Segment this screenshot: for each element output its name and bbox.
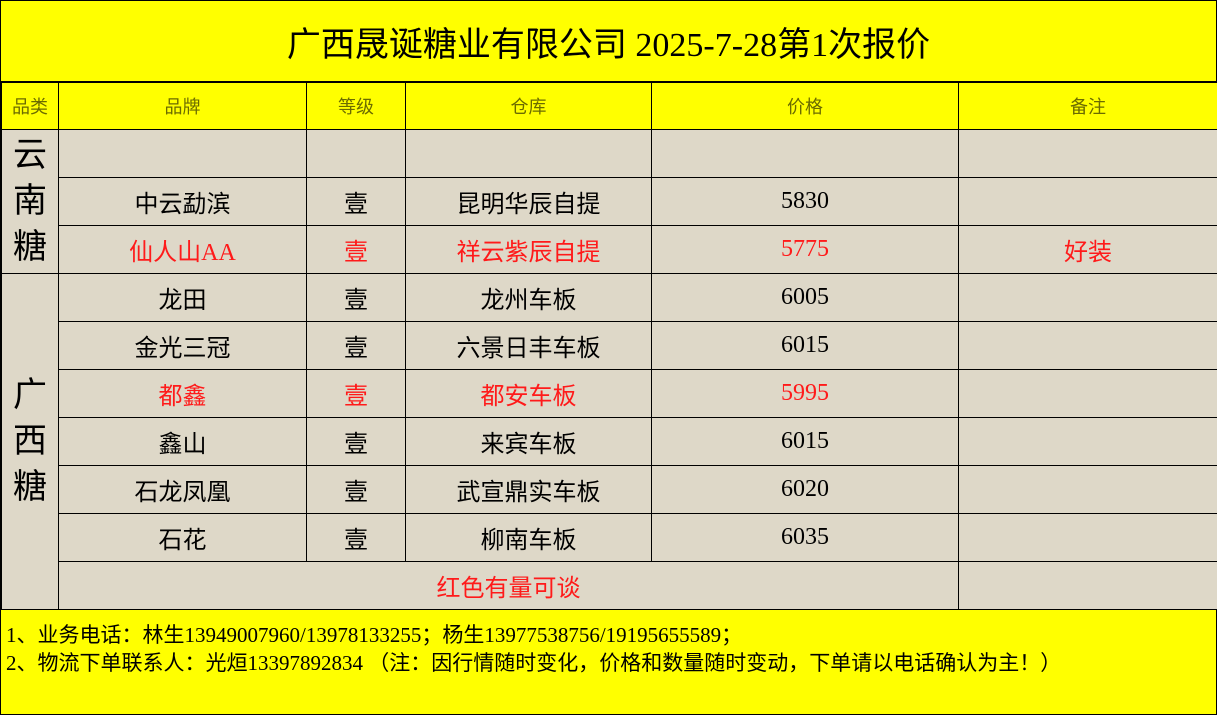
price-cell: 6015 (651, 321, 959, 370)
grade-cell: 壹 (306, 513, 406, 562)
price-cell (651, 129, 959, 178)
category-char: 南 (13, 182, 47, 220)
table-row: 广西糖龙田壹龙州车板 6005 (1, 273, 1217, 610)
price-cell: 6015 (651, 417, 959, 466)
table-row: 金光三冠壹六景日丰车板 6015 (2, 321, 1217, 370)
price-cell: 5830 (651, 177, 959, 226)
grade-cell: 壹 (306, 225, 406, 274)
header-warehouse: 仓库 (405, 82, 652, 130)
price-table: 品类 品牌 等级 仓库 价格 备注 云南糖中云勐滨壹昆明华辰自提 5830 仙人山A… (1, 82, 1217, 610)
sheet-title: 广西晟诞糖业有限公司 2025-7-28第1次报价 (1, 1, 1216, 82)
brand-cell: 龙田 (58, 273, 307, 322)
note-cell: 好装 (958, 225, 1217, 274)
remark-cell: 红色有量可谈 (58, 561, 959, 610)
table-row: 石龙凤凰壹武宣鼎实车板 6020 (2, 465, 1217, 514)
note-cell (958, 465, 1217, 514)
logistics-line: 2、物流下单联系人：光烜13397892834 （注：因行情随时变化，价格和数量… (6, 651, 1062, 675)
brand-cell: 中云勐滨 (58, 177, 307, 226)
price-cell: 6005 (651, 273, 959, 322)
header-note: 备注 (958, 82, 1217, 130)
grade-cell: 壹 (306, 369, 406, 418)
brand-cell (58, 129, 307, 178)
grade-cell: 壹 (306, 417, 406, 466)
category-cell: 云南糖 (1, 129, 59, 274)
warehouse-cell: 祥云紫辰自提 (405, 225, 652, 274)
brand-cell: 石龙凤凰 (58, 465, 307, 514)
category-cell: 广西糖 (1, 273, 59, 610)
grade-cell: 壹 (306, 177, 406, 226)
note-cell (958, 129, 1217, 178)
grade-cell (306, 129, 406, 178)
table-row: 仙人山AA 壹祥云紫辰自提 5775 好装 (2, 225, 1217, 274)
header-category: 品类 (1, 82, 59, 130)
note-cell (958, 177, 1217, 226)
warehouse-cell: 来宾车板 (405, 417, 652, 466)
brand-cell: 金光三冠 (58, 321, 307, 370)
warehouse-cell: 六景日丰车板 (405, 321, 652, 370)
category-char: 云 (13, 136, 47, 174)
table-row: 都鑫壹都安车板 5995 (2, 369, 1217, 418)
header-price: 价格 (651, 82, 959, 130)
warehouse-cell: 柳南车板 (405, 513, 652, 562)
remark-note-cell (958, 561, 1217, 610)
footer-notes: 1、业务电话：林生13949007960/13978133255；杨生13977… (1, 609, 1216, 714)
warehouse-cell: 武宣鼎实车板 (405, 465, 652, 514)
warehouse-cell: 龙州车板 (405, 273, 652, 322)
header-brand: 品牌 (58, 82, 307, 130)
note-cell (958, 513, 1217, 562)
price-cell: 5995 (651, 369, 959, 418)
price-cell: 6035 (651, 513, 959, 562)
brand-cell: 石花 (58, 513, 307, 562)
price-cell: 6020 (651, 465, 959, 514)
category-char: 糖 (13, 468, 47, 506)
table-row: 中云勐滨壹昆明华辰自提 5830 (2, 177, 1217, 226)
brand-cell: 鑫山 (58, 417, 307, 466)
grade-cell: 壹 (306, 321, 406, 370)
table-row: 云南糖 (1, 129, 1217, 274)
table-row: 鑫山壹来宾车板 6015 (2, 417, 1217, 466)
warehouse-cell (405, 129, 652, 178)
contact-line: 1、业务电话：林生13949007960/13978133255；杨生13977… (6, 623, 743, 647)
warehouse-cell: 昆明华辰自提 (405, 177, 652, 226)
category-char: 西 (13, 422, 47, 460)
warehouse-cell: 都安车板 (405, 369, 652, 418)
brand-cell: 都鑫 (58, 369, 307, 418)
table-row: 石花壹柳南车板 6035 (2, 513, 1217, 562)
note-cell (958, 321, 1217, 370)
header-row: 品类 品牌 等级 仓库 价格 备注 (1, 82, 1217, 130)
brand-cell: 仙人山AA (58, 225, 307, 274)
price-cell: 5775 (651, 225, 959, 274)
category-char: 糖 (13, 228, 47, 266)
note-cell (958, 417, 1217, 466)
category-char: 广 (13, 376, 47, 414)
grade-cell: 壹 (306, 273, 406, 322)
header-grade: 等级 (306, 82, 406, 130)
remark-row: 红色有量可谈 (2, 561, 1217, 610)
note-cell (958, 273, 1217, 322)
note-cell (958, 369, 1217, 418)
grade-cell: 壹 (306, 465, 406, 514)
